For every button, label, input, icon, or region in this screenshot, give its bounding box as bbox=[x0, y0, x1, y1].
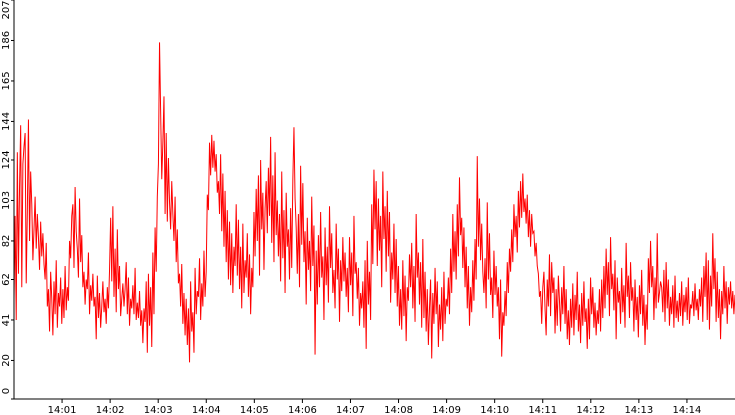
x-tick-label: 14:03 bbox=[144, 405, 173, 415]
y-tick-label: 186 bbox=[1, 31, 12, 50]
series-line bbox=[13, 42, 735, 363]
y-tick-label: 20 bbox=[1, 354, 12, 367]
y-tick-label: 41 bbox=[1, 314, 12, 327]
x-tick-label: 14:01 bbox=[48, 405, 77, 415]
y-tick-label: 165 bbox=[1, 71, 12, 90]
y-tick-label: 124 bbox=[1, 150, 12, 169]
x-tick-label: 14:13 bbox=[624, 405, 653, 415]
x-tick-label: 14:12 bbox=[576, 405, 605, 415]
x-tick-label: 14:04 bbox=[192, 405, 221, 415]
x-tick-label: 14:09 bbox=[432, 405, 461, 415]
x-tick-label: 14:10 bbox=[480, 405, 509, 415]
y-tick-label: 62 bbox=[1, 273, 12, 286]
x-tick-label: 14:02 bbox=[96, 405, 125, 415]
x-tick-label: 14:14 bbox=[673, 405, 702, 415]
x-tick-label: 14:08 bbox=[384, 405, 413, 415]
y-tick-label: 0 bbox=[1, 388, 12, 394]
x-tick-label: 14:07 bbox=[336, 405, 365, 415]
y-tick-label: 144 bbox=[1, 112, 12, 131]
x-axis-ticks: 14:01 14:02 14:03 14:04 14:05 14:06 14:07 14:08… bbox=[48, 399, 702, 415]
y-tick-label: 103 bbox=[1, 191, 12, 210]
y-tick-label: 207 bbox=[1, 0, 12, 19]
y-axis-ticks: 0 20 41 62 82 103 124 144 165 186 207 bbox=[1, 0, 14, 400]
x-tick-label: 14:05 bbox=[240, 405, 269, 415]
x-tick-label: 14:11 bbox=[528, 405, 557, 415]
y-tick-label: 82 bbox=[1, 235, 12, 248]
x-tick-label: 14:06 bbox=[288, 405, 317, 415]
